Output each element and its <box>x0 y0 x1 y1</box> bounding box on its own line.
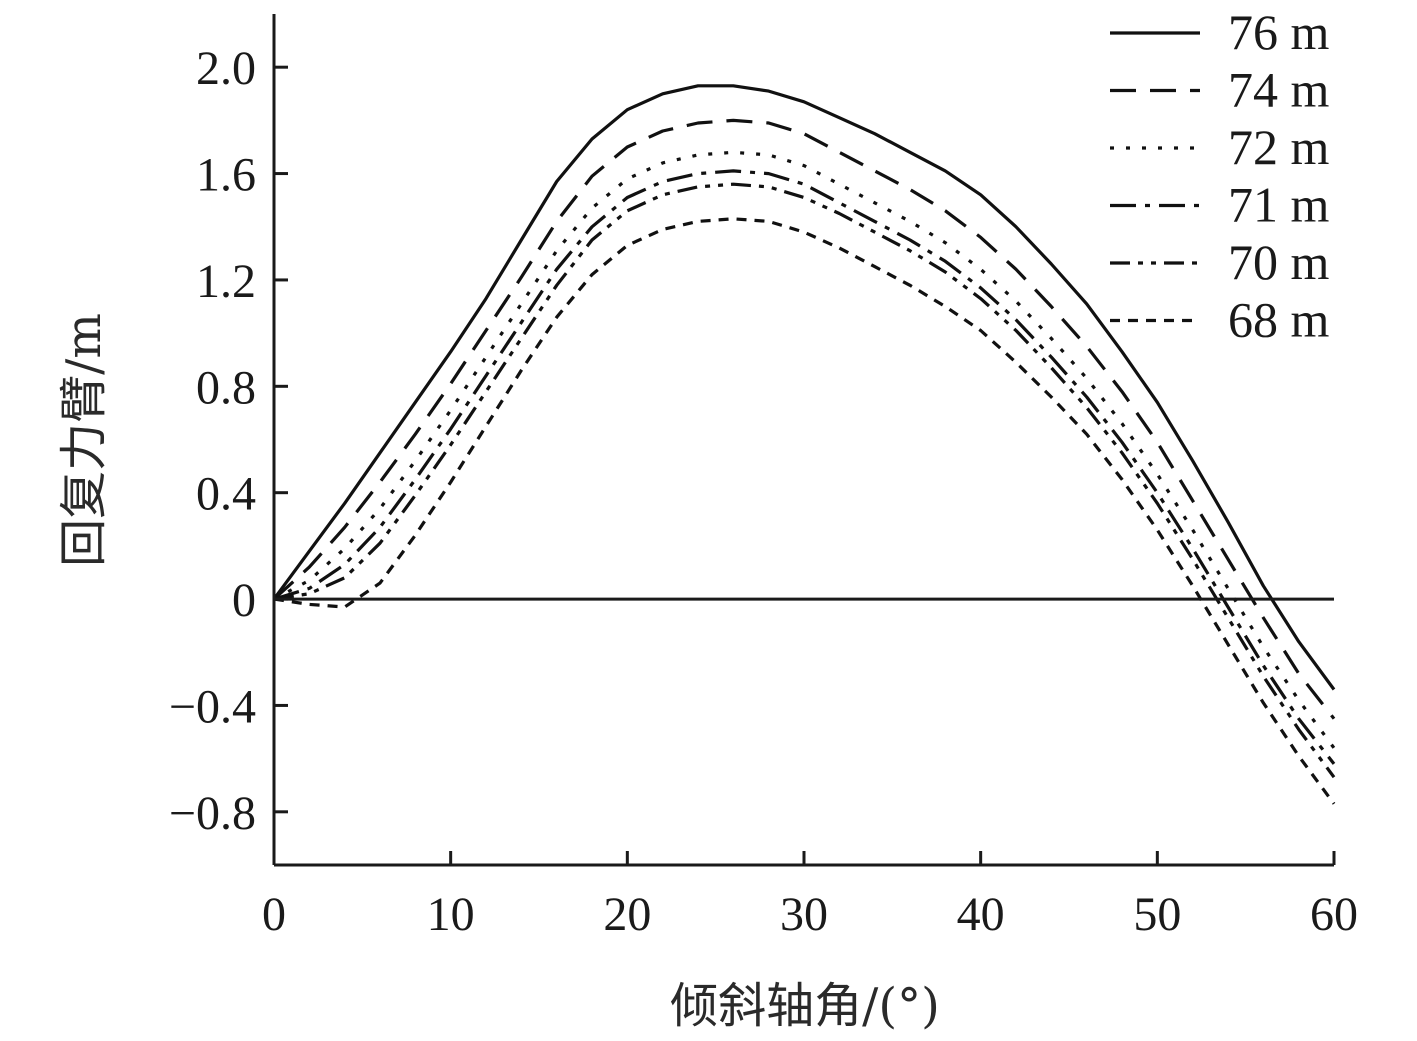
legend-label: 70 m <box>1228 234 1330 290</box>
x-tick-label: 50 <box>1133 888 1181 941</box>
legend-label: 71 m <box>1228 177 1330 233</box>
legend-label: 72 m <box>1228 119 1330 175</box>
y-tick-label: 0 <box>232 574 256 627</box>
x-tick-label: 60 <box>1310 888 1358 941</box>
x-tick-label: 10 <box>427 888 475 941</box>
series-line-71m <box>273 169 1336 765</box>
legend-label: 76 m <box>1228 4 1330 60</box>
x-axis-title: 倾斜轴角/(°) <box>670 978 940 1034</box>
legend-label: 74 m <box>1228 62 1330 118</box>
y-tick-label: −0.4 <box>169 680 256 733</box>
y-tick-label: −0.8 <box>169 787 256 840</box>
legend: 76 m74 m72 m71 m70 m68 m <box>1110 4 1330 348</box>
axes: 2.01.61.20.80.40−0.4−0.80 10 20 30 40 50 60 <box>169 14 1358 941</box>
x-tick-label: 20 <box>603 888 651 941</box>
legend-label: 68 m <box>1228 292 1330 348</box>
x-tick-label: 40 <box>957 888 1005 941</box>
y-tick-label: 1.6 <box>196 149 256 202</box>
plot-area <box>272 84 1336 805</box>
x-tick-label: 30 <box>780 888 828 941</box>
series-line-70m <box>273 182 1336 779</box>
y-tick-label: 2.0 <box>196 42 256 95</box>
series-line-76m <box>272 84 1336 691</box>
series-line-72m <box>273 150 1336 749</box>
y-tick-label: 1.2 <box>196 255 256 308</box>
y-axis-title: 回复力臂/m <box>56 313 112 567</box>
x-tick-label: 0 <box>262 888 286 941</box>
series-line-74m <box>272 118 1336 720</box>
y-tick-label: 0.8 <box>196 361 256 414</box>
y-tick-label: 0.4 <box>196 468 256 521</box>
series-line-68m <box>273 217 1336 805</box>
